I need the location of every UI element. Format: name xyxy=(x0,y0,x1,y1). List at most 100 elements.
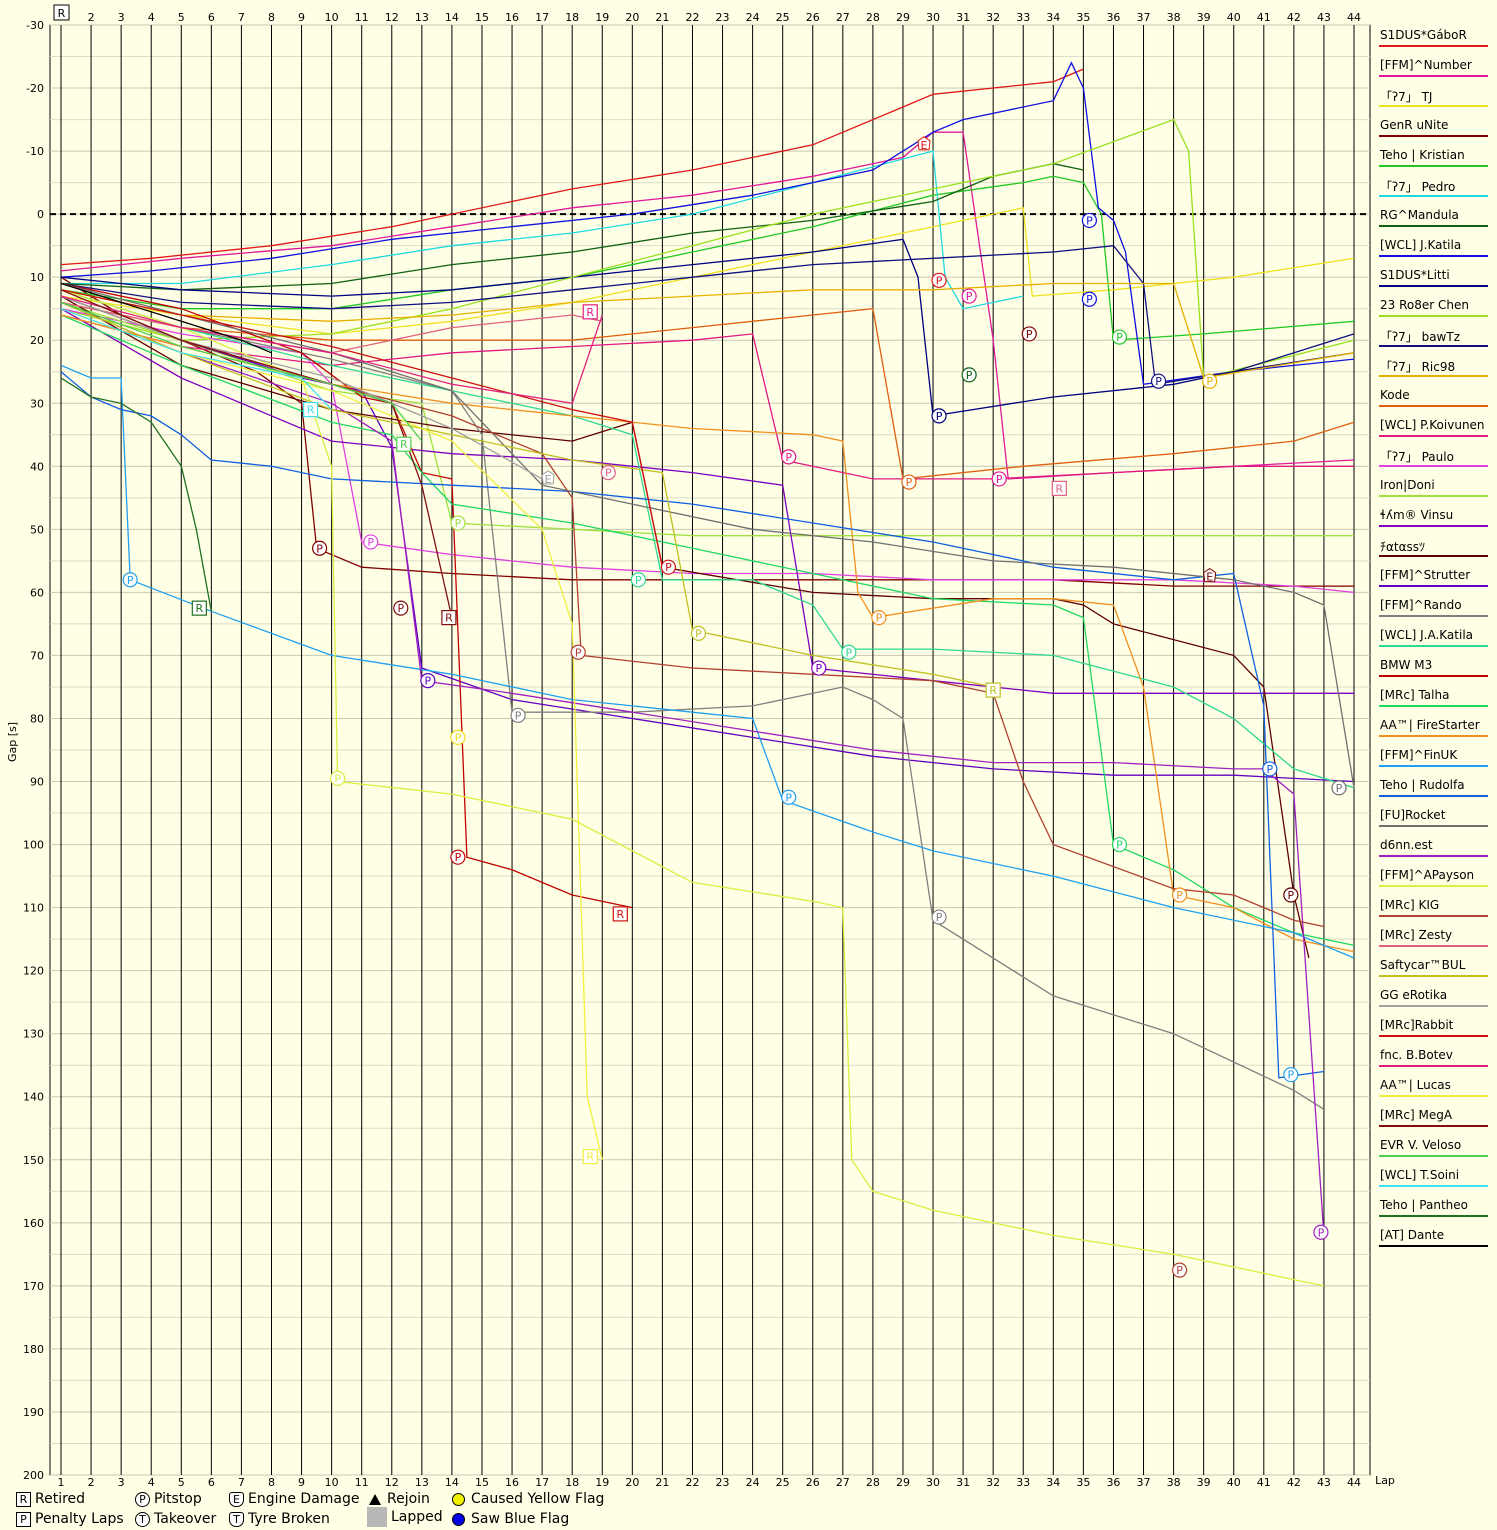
event-marker: P xyxy=(1081,212,1097,229)
event-marker: P xyxy=(690,625,707,641)
x-tick-bottom: 35 xyxy=(1076,1476,1090,1489)
event-marker-label: P xyxy=(1116,331,1123,344)
event-marker: P xyxy=(991,471,1007,487)
series-line-35 xyxy=(60,308,603,1160)
legend-driver-name: [FFM]^APayson xyxy=(1380,868,1475,882)
x-tick-top: 21 xyxy=(655,11,669,24)
event-marker: P xyxy=(1202,373,1218,389)
event-marker-label: R xyxy=(1055,482,1063,495)
key-retired: R Retired xyxy=(16,1491,85,1507)
y-tick: 30 xyxy=(30,397,44,410)
event-marker: P xyxy=(450,515,466,531)
key-takeover-label: Takeover xyxy=(154,1511,217,1527)
series-line-32 xyxy=(60,295,543,480)
event-marker: P xyxy=(450,849,466,865)
series-line-20 xyxy=(60,289,1355,789)
legend-swatch xyxy=(1379,165,1488,167)
blue-flag-icon xyxy=(452,1512,465,1526)
legend-swatch xyxy=(1379,525,1488,527)
x-tick-bottom: 20 xyxy=(625,1476,639,1489)
y-tick: 70 xyxy=(30,649,44,662)
legend-driver-name: 「ʔ7」 Pedro xyxy=(1380,180,1456,194)
y-tick: 160 xyxy=(23,1217,44,1230)
legend-driver-name: GenR uNite xyxy=(1380,118,1449,132)
event-marker-label: P xyxy=(815,662,822,675)
event-marker: P xyxy=(122,572,138,588)
legend-driver-name: ﾁαtαssﾂ xyxy=(1380,540,1426,554)
legend-swatch xyxy=(1379,615,1488,617)
event-marker-label: P xyxy=(936,410,943,423)
legend-driver-name: [WCL] T.Soini xyxy=(1380,1168,1460,1182)
legend-item: GenR uNite xyxy=(1379,117,1489,147)
series-line-24 xyxy=(60,364,1355,959)
series-line-3 xyxy=(60,276,1354,587)
x-tick-top: 29 xyxy=(896,11,910,24)
x-tick-top: 16 xyxy=(505,11,519,24)
event-marker: P xyxy=(1021,326,1037,342)
legend-swatch xyxy=(1379,555,1488,557)
event-marker-label: P xyxy=(1026,328,1033,341)
legend-swatch xyxy=(1379,915,1488,917)
event-marker: P xyxy=(570,644,586,660)
event-marker-label: P xyxy=(966,290,973,303)
event-marker-label: E xyxy=(1206,571,1213,584)
legend-driver-name: fnc. B.Botev xyxy=(1380,1048,1453,1062)
rejoin-icon xyxy=(369,1493,381,1505)
event-marker: P xyxy=(871,610,887,626)
event-marker-label: P xyxy=(906,476,913,489)
event-marker: R xyxy=(302,401,319,418)
legend-swatch xyxy=(1379,735,1488,737)
legend-item: RG^Mandula xyxy=(1379,207,1489,237)
series-line-26 xyxy=(60,282,1355,788)
x-tick-bottom: 19 xyxy=(595,1476,609,1489)
legend-item: [MRc] KIG xyxy=(1379,897,1489,927)
x-tick-bottom: 3 xyxy=(118,1476,125,1489)
legend-swatch xyxy=(1379,225,1488,227)
x-tick-top: 28 xyxy=(866,11,880,24)
x-tick-top: 25 xyxy=(776,11,790,24)
event-marker-label: P xyxy=(1116,839,1123,852)
event-marker: P xyxy=(931,272,947,288)
event-marker: P xyxy=(510,707,526,723)
series-line-9 xyxy=(60,118,1355,379)
x-tick-top: 31 xyxy=(956,11,970,24)
x-tick-top: 18 xyxy=(565,11,579,24)
series-line-11 xyxy=(60,282,1355,379)
legend-swatch xyxy=(1379,795,1488,797)
legend-swatch xyxy=(1379,705,1488,707)
event-marker: R xyxy=(441,610,457,626)
legend-item: Iron|Doni xyxy=(1379,477,1489,507)
event-marker: R xyxy=(985,682,1001,698)
x-tick-top: 9 xyxy=(298,11,305,24)
x-tick-bottom: 7 xyxy=(238,1476,245,1489)
x-tick-top: 35 xyxy=(1076,11,1090,24)
y-tick: -10 xyxy=(26,145,44,158)
legend-driver-name: d6nn.est xyxy=(1380,838,1433,852)
event-marker: P xyxy=(393,600,409,616)
legend-driver-name: S1DUS*GáboR xyxy=(1380,28,1467,42)
event-marker-label: P xyxy=(605,467,612,480)
legend-driver-name: EVR V. Veloso xyxy=(1380,1138,1462,1152)
legend-item: Teho | Kristian xyxy=(1379,147,1489,177)
event-marker: P xyxy=(1262,761,1278,777)
y-tick: 60 xyxy=(30,586,44,599)
x-tick-bottom: 27 xyxy=(836,1476,850,1489)
y-tick: 10 xyxy=(30,271,44,284)
retired-icon: R xyxy=(16,1491,31,1507)
x-tick-top: 5 xyxy=(178,11,185,24)
key-pitstop: P Pitstop xyxy=(135,1491,202,1507)
legend-driver-name: 「ʔ7」 TJ xyxy=(1380,90,1433,104)
y-tick: -30 xyxy=(26,19,44,32)
y-tick: 120 xyxy=(23,965,44,978)
legend-swatch xyxy=(1379,765,1488,767)
legend-driver-name: [MRc] Zesty xyxy=(1380,928,1453,942)
y-tick: -20 xyxy=(26,82,44,95)
legend-driver-name: BMW M3 xyxy=(1380,658,1433,672)
series-line-27 xyxy=(60,301,1325,1236)
legend-swatch xyxy=(1379,255,1488,257)
event-marker: P xyxy=(420,673,436,689)
event-marker: P xyxy=(1111,329,1128,345)
legend-item: S1DUS*GáboR xyxy=(1379,27,1489,57)
legend-item: [AT] Dante xyxy=(1379,1227,1489,1257)
y-tick: 50 xyxy=(30,523,44,536)
